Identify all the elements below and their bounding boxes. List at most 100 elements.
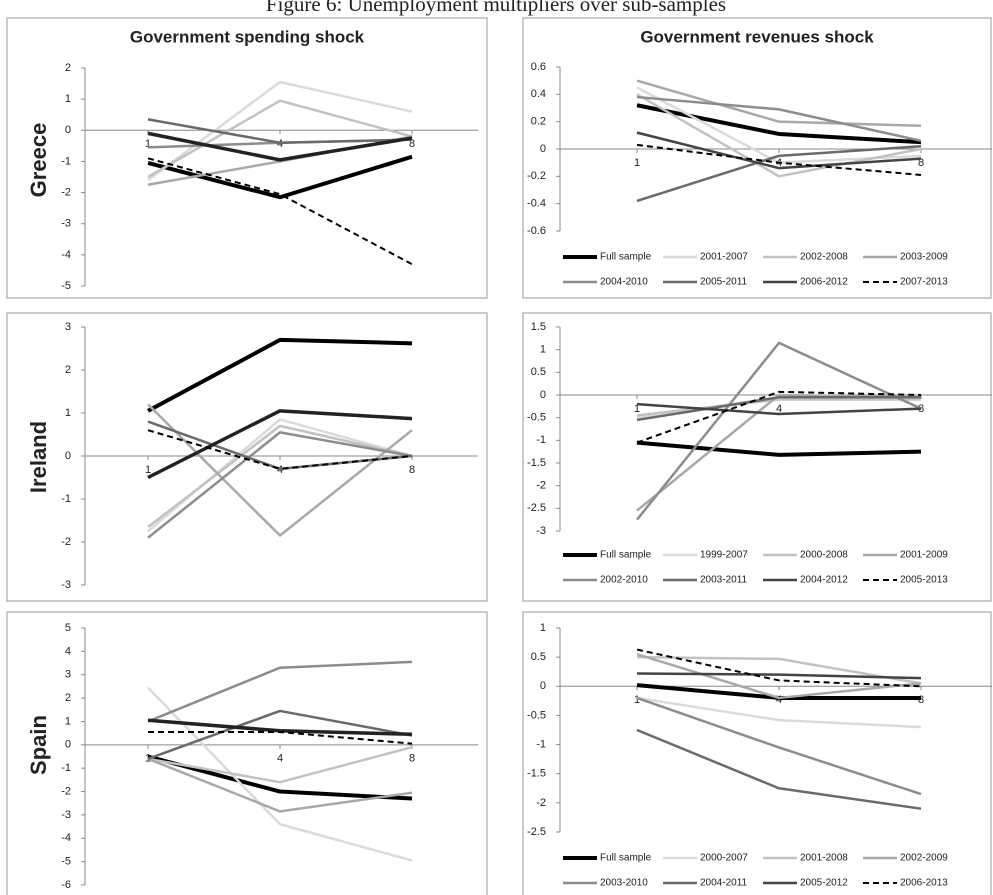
x-tick-label: 8 xyxy=(409,464,415,476)
series-line xyxy=(147,431,413,539)
legend-label: 2005-2011 xyxy=(700,277,748,288)
y-tick-label: -3 xyxy=(536,525,546,537)
y-tick-label: -1 xyxy=(61,762,71,774)
series-line xyxy=(636,648,922,688)
y-tick-label: -0.4 xyxy=(527,198,546,210)
series-line xyxy=(147,424,413,528)
x-tick-label: 1 xyxy=(145,138,151,150)
y-tick-label: 0 xyxy=(65,124,71,136)
legend-label: 2005-2012 xyxy=(800,878,848,889)
x-tick-label: 4 xyxy=(776,694,782,706)
series-line xyxy=(147,754,413,801)
legend-label: 2001-2009 xyxy=(900,550,948,561)
y-tick-label: -2 xyxy=(61,785,71,797)
y-tick-label: -1 xyxy=(61,155,71,167)
x-tick-label: 4 xyxy=(776,403,782,415)
series-line xyxy=(636,696,922,796)
series-line xyxy=(636,93,922,178)
y-tick-label: -5 xyxy=(61,280,71,292)
series-line xyxy=(147,99,413,179)
y-tick-label: -2 xyxy=(61,536,71,548)
legend-label: 2001-2007 xyxy=(700,252,748,263)
panel-frame xyxy=(522,611,992,895)
y-tick-label: -1.5 xyxy=(527,457,546,469)
series-line xyxy=(636,402,922,416)
panel-frame xyxy=(6,17,488,299)
y-tick-label: 0 xyxy=(65,739,71,751)
series-line xyxy=(147,157,413,266)
legend-label: 2002-2009 xyxy=(900,853,948,864)
row-label: Greece xyxy=(26,123,51,198)
y-tick-label: 2 xyxy=(65,364,71,376)
series-line xyxy=(636,655,922,685)
y-tick-label: 1 xyxy=(65,407,71,419)
panel-title: Government spending shock xyxy=(130,27,365,46)
y-tick-label: -2 xyxy=(536,797,546,809)
series-line xyxy=(636,95,922,143)
x-tick-label: 8 xyxy=(409,753,415,765)
y-tick-label: 3 xyxy=(65,669,71,681)
legend-label: 2004-2010 xyxy=(600,277,648,288)
series-line xyxy=(147,80,413,182)
panel-frame xyxy=(522,17,992,299)
series-line xyxy=(147,154,413,200)
x-tick-label: 8 xyxy=(918,157,924,169)
y-tick-label: -0.6 xyxy=(527,225,546,237)
legend-label: 2003-2010 xyxy=(600,878,648,889)
x-tick-label: 1 xyxy=(145,464,151,476)
y-tick-label: -6 xyxy=(61,879,71,891)
y-tick-label: 1.5 xyxy=(531,321,546,333)
y-tick-label: 2 xyxy=(65,62,71,74)
series-line xyxy=(147,745,413,784)
y-tick-label: 0.4 xyxy=(531,88,546,100)
legend-label: 2005-2013 xyxy=(900,575,948,586)
series-line xyxy=(636,398,921,417)
series-line xyxy=(147,337,413,413)
y-tick-label: -3 xyxy=(61,579,71,591)
y-tick-label: -2 xyxy=(536,480,546,492)
y-tick-label: -3 xyxy=(61,218,71,230)
series-line xyxy=(636,79,922,128)
legend-label: Full sample xyxy=(600,252,652,263)
legend-label: 2002-2008 xyxy=(800,252,848,263)
legend-label: 2006-2012 xyxy=(800,277,848,288)
series-line xyxy=(636,103,922,145)
y-tick-label: 0 xyxy=(540,389,546,401)
y-tick-label: -2 xyxy=(61,186,71,198)
y-tick-label: 1 xyxy=(65,93,71,105)
y-tick-label: 0 xyxy=(540,680,546,692)
series-line xyxy=(148,730,413,745)
series-line xyxy=(147,660,413,723)
y-tick-label: -1 xyxy=(536,738,546,750)
y-tick-label: 0.2 xyxy=(531,116,546,128)
y-tick-label: 1 xyxy=(540,344,546,356)
legend-label: Full sample xyxy=(600,550,652,561)
panel-frame xyxy=(6,312,488,602)
legend-label: 2003-2009 xyxy=(900,252,948,263)
series-line xyxy=(636,653,922,700)
series-line xyxy=(636,390,922,444)
y-tick-label: -2.5 xyxy=(527,502,546,514)
y-tick-label: 1 xyxy=(65,715,71,727)
legend-label: 2003-2011 xyxy=(700,575,748,586)
y-tick-label: 0.5 xyxy=(531,651,546,663)
legend-label: Full sample xyxy=(600,853,652,864)
series-line xyxy=(636,672,922,680)
series-line xyxy=(147,118,413,144)
y-tick-label: 0 xyxy=(540,143,546,155)
x-tick-label: 4 xyxy=(277,753,283,765)
y-tick-label: -1.5 xyxy=(527,768,546,780)
panel-title: Government revenues shock xyxy=(640,27,874,46)
series-line xyxy=(147,409,413,480)
figure-title: Figure 6: Unemployment multipliers over … xyxy=(266,0,726,16)
legend-label: 2000-2008 xyxy=(800,550,848,561)
row-label: Spain xyxy=(26,715,51,775)
legend-label: 1999-2007 xyxy=(700,550,748,561)
x-tick-label: 1 xyxy=(634,694,640,706)
series-line xyxy=(147,403,413,537)
legend-label: 2004-2012 xyxy=(800,575,848,586)
series-line xyxy=(636,143,922,176)
series-line xyxy=(636,440,922,457)
series-line xyxy=(636,696,922,729)
y-tick-label: 1 xyxy=(540,622,546,634)
